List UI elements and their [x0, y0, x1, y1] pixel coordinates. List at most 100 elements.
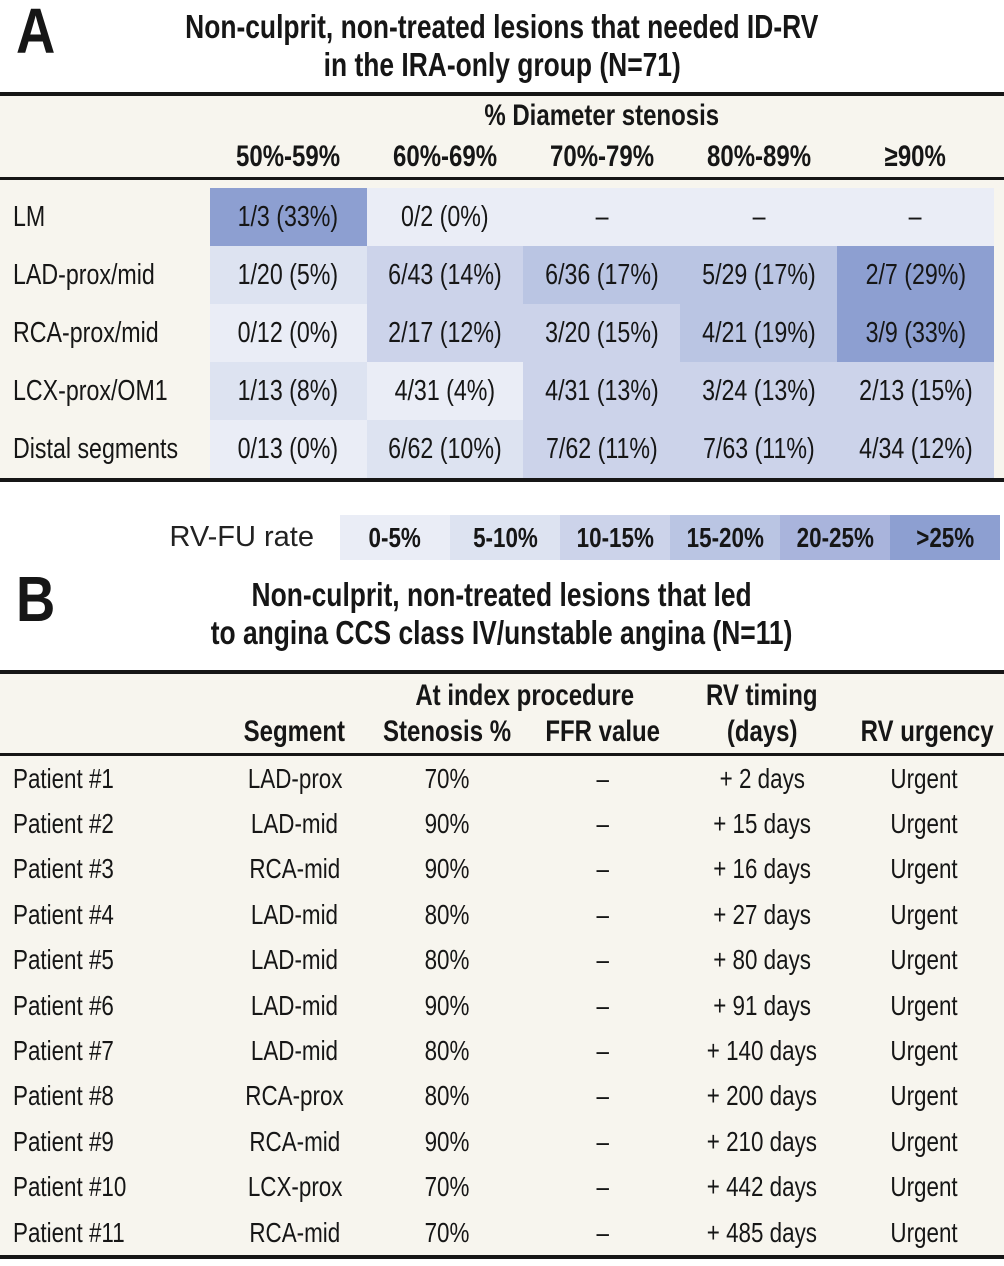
heatmap-cell: 4/21 (19%): [680, 304, 838, 362]
segment-value: RCA-mid: [220, 1119, 370, 1164]
segment-value: LAD-mid: [220, 892, 370, 937]
heatmap-cell-text: 6/36 (17%): [545, 258, 659, 291]
ffr-value-text: –: [596, 1080, 609, 1112]
panel-a-heatmap: LM 1/3 (33%) 0/2 (0%) – – – LAD-prox/mid 1/20 (…: [0, 188, 1004, 478]
heatmap-cell-text: –: [595, 200, 609, 233]
heatmap-row: LAD-prox/mid 1/20 (5%) 6/43 (14%) 6/36 (17%…: [0, 246, 1004, 304]
segment-value-text: RCA-prox: [245, 1080, 344, 1112]
stenosis-value: 80%: [369, 892, 525, 937]
legend-bin-text: 10-15%: [576, 521, 654, 553]
rv-urgency-value-text: Urgent: [890, 989, 958, 1021]
legend-bin: 10-15%: [560, 515, 670, 560]
heatmap-row-label-text: LCX-prox/OM1: [13, 374, 168, 407]
segment-value: LAD-mid: [220, 1028, 370, 1073]
heatmap-cell: 6/43 (14%): [366, 246, 524, 304]
heatmap-row-label-text: LAD-prox/mid: [13, 258, 155, 291]
ffr-value-text: –: [596, 1216, 609, 1248]
rv-urgency-value: Urgent: [844, 847, 1004, 892]
patient-label-text: Patient #6: [13, 989, 114, 1021]
rv-fu-legend: RV-FU rate 0-5% 5-10% 10-15% 15-20% 20-25% >2…: [0, 515, 1004, 560]
ffr-value-text: –: [596, 853, 609, 885]
patient-label: Patient #10: [0, 1165, 220, 1210]
days-column-header: (days): [726, 715, 798, 748]
heatmap-cell: 1/3 (33%): [209, 188, 367, 246]
heatmap-cell: 3/24 (13%): [680, 362, 838, 420]
patient-label-text: Patient #10: [13, 1171, 127, 1203]
stenosis-value-text: 80%: [424, 1035, 470, 1067]
rv-urgency-value-text: Urgent: [890, 1035, 958, 1067]
rv-timing-header: RV timing: [706, 679, 818, 712]
panel-b-column-headers: Segment Stenosis % FFR value (days) RV u…: [0, 714, 1004, 753]
ffr-value: –: [525, 1165, 680, 1210]
stenosis-value: 70%: [369, 1165, 525, 1210]
heatmap-cell-text: –: [752, 200, 766, 233]
heatmap-cell-text: 3/9 (33%): [865, 316, 966, 349]
panel-a-title-line2: in the IRA-only group (N=71): [323, 46, 681, 83]
a-column-header: 70%-79%: [523, 136, 680, 177]
ffr-value-text: –: [596, 762, 609, 794]
panel-b-rows: Patient #1 LAD-prox 70% – + 2 days Urgent Pati…: [0, 756, 1004, 1255]
rv-timing-value: + 485 days: [680, 1210, 845, 1255]
panel-b-bottom-rule: [0, 1255, 1004, 1260]
heatmap-cell: 0/13 (0%): [209, 420, 367, 478]
legend-bin-text: 5-10%: [472, 521, 538, 553]
segment-value-text: LAD-prox: [247, 762, 342, 794]
ffr-value: –: [525, 847, 680, 892]
a-column-header: ≥90%: [837, 136, 994, 177]
rv-urgency-value: Urgent: [844, 983, 1004, 1028]
rv-urgency-value-text: Urgent: [890, 1216, 958, 1248]
ffr-value-text: –: [596, 1125, 609, 1157]
patient-label: Patient #7: [0, 1028, 220, 1073]
patient-label: Patient #1: [0, 756, 220, 801]
panel-b-top-rule: [0, 670, 1004, 674]
panel-b-title-line2: to angina CCS class IV/unstable angina (…: [211, 614, 793, 651]
heatmap-cell-text: 7/62 (11%): [545, 432, 658, 465]
rv-timing-value-text: + 200 days: [706, 1080, 818, 1112]
patient-row: Patient #1 LAD-prox 70% – + 2 days Urgent: [0, 756, 1004, 801]
rv-timing-value: + 91 days: [680, 983, 845, 1028]
stenosis-value: 90%: [369, 1119, 525, 1164]
heatmap-cell: 3/20 (15%): [523, 304, 681, 362]
rv-timing-value-text: + 16 days: [713, 853, 811, 885]
heatmap-cell: 4/31 (4%): [366, 362, 524, 420]
stenosis-value-text: 90%: [424, 808, 470, 840]
stenosis-value: 80%: [369, 1074, 525, 1119]
segment-value: RCA-mid: [220, 847, 370, 892]
heatmap-cell: 6/36 (17%): [523, 246, 681, 304]
heatmap-cell: 0/2 (0%): [366, 188, 524, 246]
patient-row: Patient #3 RCA-mid 90% – + 16 days Urgent: [0, 847, 1004, 892]
heatmap-cell: 6/62 (10%): [366, 420, 524, 478]
rv-timing-value-text: + 15 days: [713, 808, 811, 840]
heatmap-cell: 0/12 (0%): [209, 304, 367, 362]
patient-row: Patient #5 LAD-mid 80% – + 80 days Urgent: [0, 938, 1004, 983]
heatmap-cell-text: 5/29 (17%): [701, 258, 816, 291]
panel-a-title-line1: Non-culprit, non-treated lesions that ne…: [185, 8, 819, 45]
rv-timing-value-text: + 91 days: [713, 989, 811, 1021]
patient-label: Patient #5: [0, 938, 220, 983]
a-column-header-text: 70%-79%: [549, 139, 654, 173]
patient-label-text: Patient #11: [13, 1216, 125, 1248]
stenosis-value-text: 70%: [424, 762, 470, 794]
panel-a-column-headers: 50%-59% 60%-69% 70%-79% 80%-89% ≥90%: [0, 136, 1004, 177]
patient-label-text: Patient #9: [13, 1125, 114, 1157]
heatmap-cell: 4/31 (13%): [523, 362, 681, 420]
at-index-procedure-header: At index procedure: [415, 679, 634, 712]
heatmap-row-label: Distal segments: [0, 420, 210, 478]
legend-scale: 0-5% 5-10% 10-15% 15-20% 20-25% >25%: [340, 515, 1000, 560]
rv-timing-value-text: + 140 days: [706, 1035, 818, 1067]
heatmap-cell: –: [837, 188, 994, 246]
heatmap-cell: 2/17 (12%): [366, 304, 524, 362]
heatmap-cell-text: 4/34 (12%): [858, 432, 973, 465]
ffr-value-text: –: [596, 898, 609, 930]
heatmap-cell: 2/13 (15%): [837, 362, 994, 420]
rv-urgency-value: Urgent: [844, 938, 1004, 983]
patient-label-text: Patient #8: [13, 1080, 114, 1112]
segment-value: LCX-prox: [220, 1165, 370, 1210]
heatmap-cell: 1/13 (8%): [209, 362, 367, 420]
ffr-value: –: [525, 801, 680, 846]
panel-a-group-header-row: % Diameter stenosis: [0, 96, 1004, 136]
legend-bin: >25%: [890, 515, 1000, 560]
ffr-value: –: [525, 1119, 680, 1164]
rv-urgency-value-text: Urgent: [890, 1171, 958, 1203]
urgency-column-header: RV urgency: [860, 715, 994, 748]
